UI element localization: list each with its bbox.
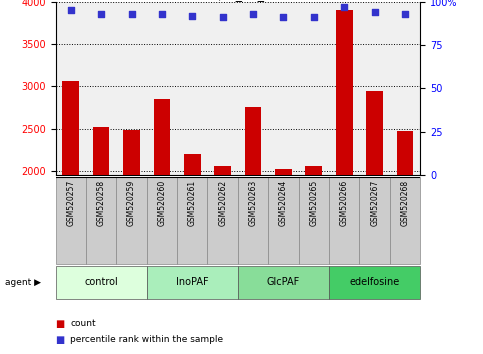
Bar bbox=[177, 177, 208, 264]
Bar bbox=[275, 169, 292, 175]
Bar bbox=[329, 177, 359, 264]
Bar bbox=[329, 266, 420, 299]
Text: agent ▶: agent ▶ bbox=[5, 278, 41, 287]
Bar bbox=[116, 177, 147, 264]
Bar bbox=[93, 127, 110, 175]
Text: GSM520267: GSM520267 bbox=[370, 179, 379, 226]
Text: GSM520268: GSM520268 bbox=[400, 179, 410, 226]
Text: GSM520262: GSM520262 bbox=[218, 179, 227, 226]
Point bbox=[188, 13, 196, 18]
Text: GSM520265: GSM520265 bbox=[309, 179, 318, 226]
Bar bbox=[56, 266, 147, 299]
Point bbox=[371, 9, 379, 15]
Bar bbox=[62, 81, 79, 175]
Bar bbox=[147, 266, 238, 299]
Point bbox=[341, 4, 348, 10]
Text: GSM520266: GSM520266 bbox=[340, 179, 349, 226]
Bar bbox=[238, 177, 268, 264]
Point bbox=[401, 11, 409, 17]
Text: percentile rank within the sample: percentile rank within the sample bbox=[70, 335, 223, 344]
Text: InoPAF: InoPAF bbox=[176, 277, 209, 287]
Bar bbox=[305, 166, 322, 175]
Text: GSM520261: GSM520261 bbox=[188, 179, 197, 226]
Bar bbox=[123, 130, 140, 175]
Bar bbox=[366, 91, 383, 175]
Text: GlcPAF: GlcPAF bbox=[267, 277, 300, 287]
Text: ■: ■ bbox=[56, 335, 65, 345]
Text: GSM520260: GSM520260 bbox=[157, 179, 167, 226]
Text: GSM520263: GSM520263 bbox=[249, 179, 257, 226]
Point bbox=[67, 7, 74, 13]
Bar bbox=[184, 154, 200, 175]
Point bbox=[219, 15, 227, 20]
Text: count: count bbox=[70, 319, 96, 329]
Point bbox=[280, 15, 287, 20]
Point bbox=[97, 11, 105, 17]
Bar bbox=[390, 177, 420, 264]
Text: ■: ■ bbox=[56, 319, 65, 329]
Bar bbox=[214, 166, 231, 175]
Bar bbox=[147, 177, 177, 264]
Bar bbox=[154, 99, 170, 175]
Bar bbox=[397, 131, 413, 175]
Bar bbox=[245, 107, 261, 175]
Bar bbox=[298, 177, 329, 264]
Bar bbox=[336, 10, 353, 175]
Bar bbox=[86, 177, 116, 264]
Bar bbox=[238, 266, 329, 299]
Bar bbox=[56, 177, 86, 264]
Text: edelfosine: edelfosine bbox=[350, 277, 400, 287]
Bar bbox=[208, 177, 238, 264]
Text: GSM520257: GSM520257 bbox=[66, 179, 75, 226]
Point bbox=[128, 11, 135, 17]
Text: control: control bbox=[84, 277, 118, 287]
Title: GDS3796 / A_23_P100220: GDS3796 / A_23_P100220 bbox=[156, 0, 319, 1]
Point bbox=[158, 11, 166, 17]
Bar bbox=[268, 177, 298, 264]
Text: GSM520264: GSM520264 bbox=[279, 179, 288, 226]
Point bbox=[249, 11, 257, 17]
Text: GSM520258: GSM520258 bbox=[97, 179, 106, 226]
Bar bbox=[359, 177, 390, 264]
Point bbox=[310, 15, 318, 20]
Text: GSM520259: GSM520259 bbox=[127, 179, 136, 226]
